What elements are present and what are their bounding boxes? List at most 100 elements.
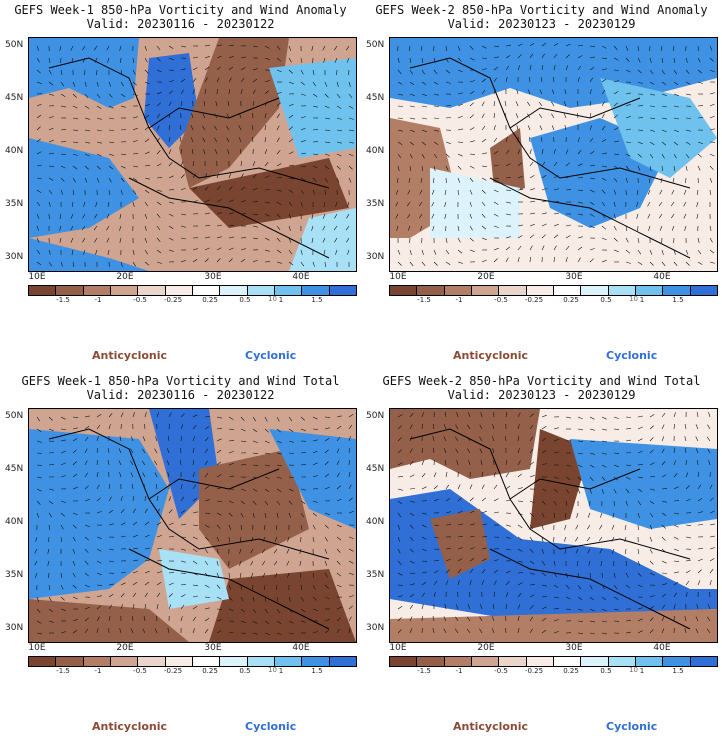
colorbar-segment	[56, 286, 84, 295]
wind-vector	[154, 472, 158, 478]
wind-vector	[469, 127, 475, 131]
lon-label: 30E	[204, 643, 222, 653]
wind-vector	[84, 153, 90, 157]
wind-vector	[180, 45, 186, 48]
wind-vector	[142, 472, 146, 478]
wind-vector	[216, 524, 221, 529]
wind-vector	[228, 631, 234, 634]
wind-vector	[577, 44, 583, 47]
wind-vector	[577, 572, 580, 578]
wind-vector	[649, 249, 653, 255]
wind-vector	[685, 249, 689, 255]
colorbar-tick: -0.25	[163, 296, 183, 304]
wind-vector	[345, 225, 350, 231]
wind-vector	[553, 256, 555, 263]
wind-vector	[216, 427, 222, 430]
wind-vector	[132, 153, 139, 155]
wind-vector	[96, 177, 100, 183]
wind-vector	[336, 141, 342, 144]
wind-vector	[432, 225, 435, 231]
wind-vector	[637, 500, 642, 506]
lon-label: 30E	[565, 272, 583, 282]
wind-vector	[697, 141, 703, 144]
wind-vector	[589, 137, 594, 143]
wind-vector	[709, 115, 715, 119]
wind-vector	[264, 524, 266, 530]
wind-vector	[589, 66, 595, 71]
wind-vector	[661, 593, 667, 598]
wind-vector	[517, 536, 523, 541]
wind-vector	[505, 77, 508, 83]
wind-vector	[685, 261, 690, 266]
wind-vector	[144, 81, 150, 85]
wind-vector	[60, 450, 66, 454]
wind-vector	[83, 201, 86, 207]
wind-vector	[408, 177, 411, 183]
wind-vector	[708, 412, 711, 418]
wind-vector	[564, 524, 567, 530]
colorbar-tick: 1	[278, 296, 284, 304]
wind-vector	[168, 175, 174, 179]
wind-vector	[96, 129, 102, 132]
wind-vector	[529, 245, 533, 251]
wind-vector	[336, 436, 341, 442]
wind-vector	[661, 524, 666, 529]
wind-vector	[565, 464, 571, 467]
wind-vector	[324, 461, 329, 466]
wind-vector	[348, 536, 354, 539]
wind-vector	[324, 427, 330, 430]
wind-vector	[673, 560, 680, 562]
wind-vector	[144, 508, 148, 514]
wind-vector	[120, 535, 126, 538]
wind-vector	[72, 512, 78, 516]
wind-vector	[673, 105, 679, 108]
wind-vector	[336, 472, 340, 478]
wind-vector	[421, 261, 426, 266]
wind-vector	[625, 596, 631, 599]
wind-vector	[48, 152, 54, 155]
wind-vector	[168, 113, 171, 119]
wind-vector	[36, 126, 41, 131]
wind-vector	[624, 536, 627, 542]
wind-vector	[204, 485, 210, 490]
lon-label: 10E	[389, 272, 407, 282]
wind-vector	[575, 536, 579, 542]
wind-vector	[661, 153, 665, 159]
wind-vector	[213, 125, 218, 131]
wind-vector	[481, 471, 483, 478]
wind-vector	[529, 42, 535, 47]
wind-vector	[577, 213, 583, 216]
wind-vector	[312, 105, 318, 108]
wind-vector	[516, 89, 519, 95]
wind-vector	[261, 560, 266, 566]
wind-vector	[409, 616, 413, 622]
lat-label: 30N	[366, 252, 385, 262]
wind-vector	[216, 619, 222, 622]
wind-vector	[527, 89, 531, 95]
wind-vector	[577, 476, 582, 481]
wind-vector	[250, 572, 254, 578]
wind-vector	[299, 560, 302, 566]
wind-vector	[288, 81, 294, 85]
wind-vector	[707, 448, 711, 454]
wind-vector	[251, 536, 254, 542]
wind-vector	[409, 129, 415, 133]
colorbar-segment	[247, 286, 275, 295]
wind-vector	[72, 177, 76, 183]
wind-vector	[228, 608, 234, 612]
wind-vector	[601, 101, 605, 107]
wind-vector	[540, 77, 543, 83]
wind-vector	[673, 117, 679, 120]
wind-vector	[576, 560, 579, 566]
wind-vector	[240, 248, 246, 251]
wind-vector	[324, 486, 330, 490]
wind-vector	[216, 560, 219, 566]
wind-vector	[613, 584, 618, 590]
wind-vector	[493, 45, 500, 47]
wind-vector	[96, 414, 102, 418]
wind-vector	[649, 81, 655, 85]
wind-vector	[300, 189, 305, 195]
wind-vector	[252, 213, 258, 216]
lat-label: 40N	[5, 517, 24, 527]
wind-vector	[71, 201, 74, 207]
